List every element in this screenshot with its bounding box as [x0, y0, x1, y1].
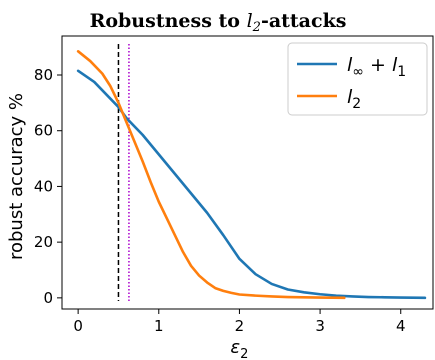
- y-tick-label: 40: [34, 177, 53, 195]
- title-math-base: l: [247, 10, 253, 32]
- x-axis-label-base: ε: [230, 337, 240, 358]
- y-axis-label: robust accuracy %: [6, 93, 27, 260]
- x-tick-label: 1: [154, 317, 164, 335]
- title-suffix: -attacks: [261, 10, 347, 32]
- x-tick-label: 0: [73, 317, 83, 335]
- x-tick-label: 4: [396, 317, 406, 335]
- series-layer: [76, 50, 427, 300]
- y-tick-label: 80: [34, 66, 53, 84]
- chart-title: Robustness to l2-attacks: [90, 10, 347, 35]
- legend-label-1: l∞ + l1: [347, 54, 406, 80]
- reference-lines: [117, 44, 130, 301]
- x-axis-label-sub: 2: [240, 347, 248, 360]
- y-tick-label: 20: [34, 233, 53, 251]
- title-math-sub: 2: [252, 20, 261, 35]
- series-line-2: [76, 50, 346, 300]
- legend-label-2: l2: [347, 86, 361, 112]
- x-axis-ticks: 0 1 2 3 4: [73, 309, 406, 335]
- x-tick-label: 3: [315, 317, 325, 335]
- y-tick-label: 60: [34, 122, 53, 140]
- title-prefix: Robustness to: [90, 10, 247, 32]
- x-axis-label: ε2: [230, 337, 248, 360]
- y-axis-ticks: 0 20 40 60 80: [34, 66, 62, 307]
- plot-frame: [61, 35, 434, 310]
- y-tick-label: 0: [43, 289, 53, 307]
- x-tick-label: 2: [235, 317, 245, 335]
- legend: l∞ + l1 l2: [287, 42, 428, 116]
